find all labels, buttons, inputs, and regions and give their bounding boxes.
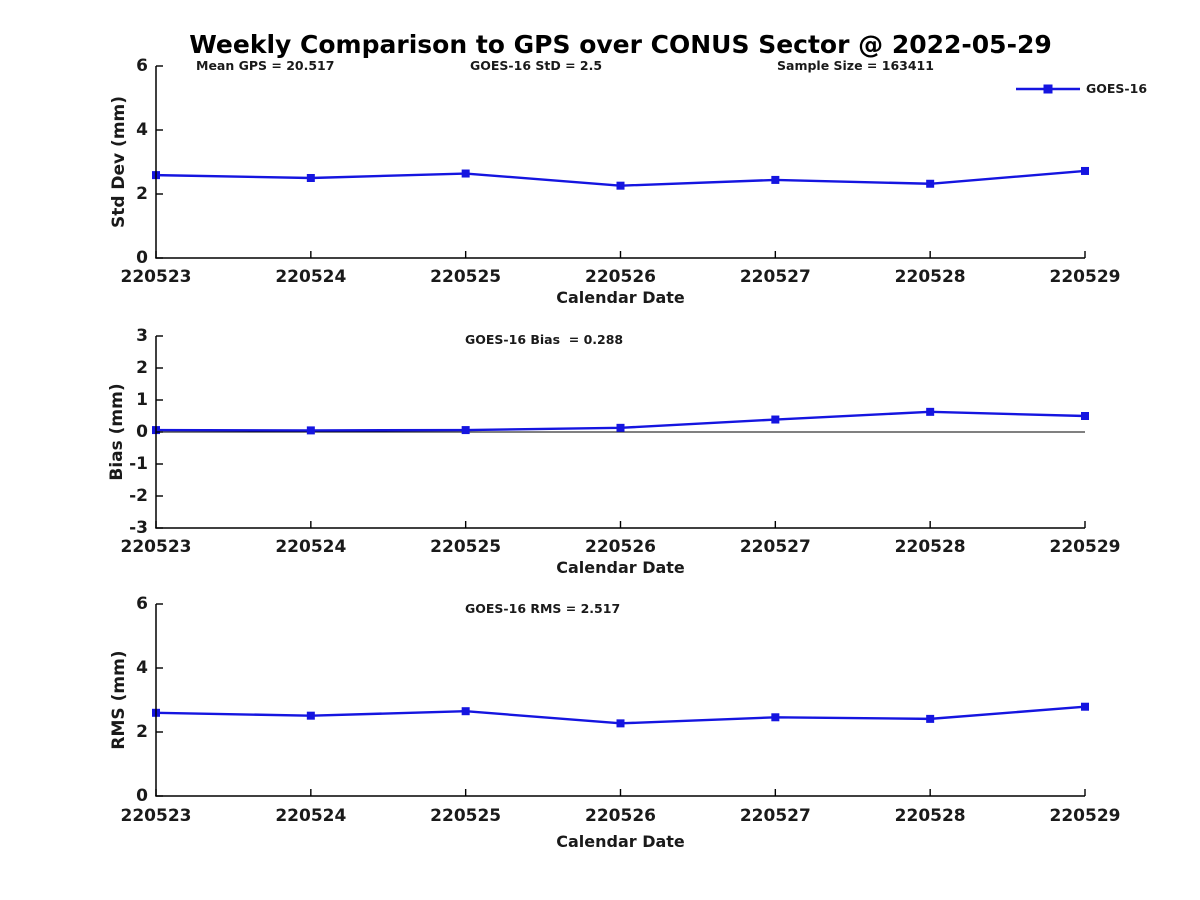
y-tick-label: 6 [136,56,148,76]
chart-title: Weekly Comparison to GPS over CONUS Sect… [189,30,1052,59]
x-tick-label: 220523 [120,537,192,557]
x-tick-label: 220529 [1049,806,1121,826]
x-tick-label: 220529 [1049,537,1121,557]
annotation-text: GOES-16 StD = 2.5 [470,58,603,73]
y-tick-label: 0 [136,786,148,806]
y-tick-label: 3 [136,326,148,346]
annotation-text: GOES-16 RMS = 2.517 [465,601,621,616]
legend-label: GOES-16 [1086,81,1148,96]
y-tick-label: 1 [136,390,148,410]
x-tick-label: 220525 [430,267,502,287]
x-tick-label: 220526 [585,537,656,557]
annotation-text: Sample Size = 163411 [777,58,934,73]
annotation-text: Mean GPS = 20.517 [196,58,335,73]
y-tick-label: -2 [129,486,148,506]
x-tick-label: 220525 [430,537,502,557]
x-tick-label: 220528 [894,267,966,287]
y-tick-label: -1 [129,454,148,474]
y-tick-label: 2 [136,184,148,204]
annotation-text: GOES-16 Bias = 0.288 [465,332,624,347]
x-tick-label: 220528 [894,806,966,826]
x-tick-label: 220524 [275,267,347,287]
x-axis-label-middle: Calendar Date [556,558,685,577]
x-tick-label: 220527 [739,267,811,287]
y-tick-label: 2 [136,722,148,742]
y-tick-label: 4 [136,658,148,678]
x-tick-label: 220526 [585,806,656,826]
x-tick-label: 220523 [120,806,192,826]
x-axis-label-bottom: Calendar Date [556,832,685,851]
x-tick-label: 220524 [275,537,347,557]
x-tick-label: 220529 [1049,267,1121,287]
y-tick-label: -3 [129,518,148,538]
y-tick-label: 0 [136,422,148,442]
x-tick-label: 220528 [894,537,966,557]
x-tick-label: 220525 [430,806,502,826]
y-tick-label: 6 [136,594,148,614]
x-tick-label: 220524 [275,806,347,826]
y-tick-label: 0 [136,248,148,268]
y-tick-label: 4 [136,120,148,140]
x-tick-label: 220527 [739,806,811,826]
x-axis-label-top: Calendar Date [556,288,685,307]
x-tick-label: 220527 [739,537,811,557]
y-tick-label: 2 [136,358,148,378]
x-tick-label: 220526 [585,267,656,287]
y-axis-label-std-dev: Std Dev (mm) [109,95,129,229]
x-tick-label: 220523 [120,267,192,287]
